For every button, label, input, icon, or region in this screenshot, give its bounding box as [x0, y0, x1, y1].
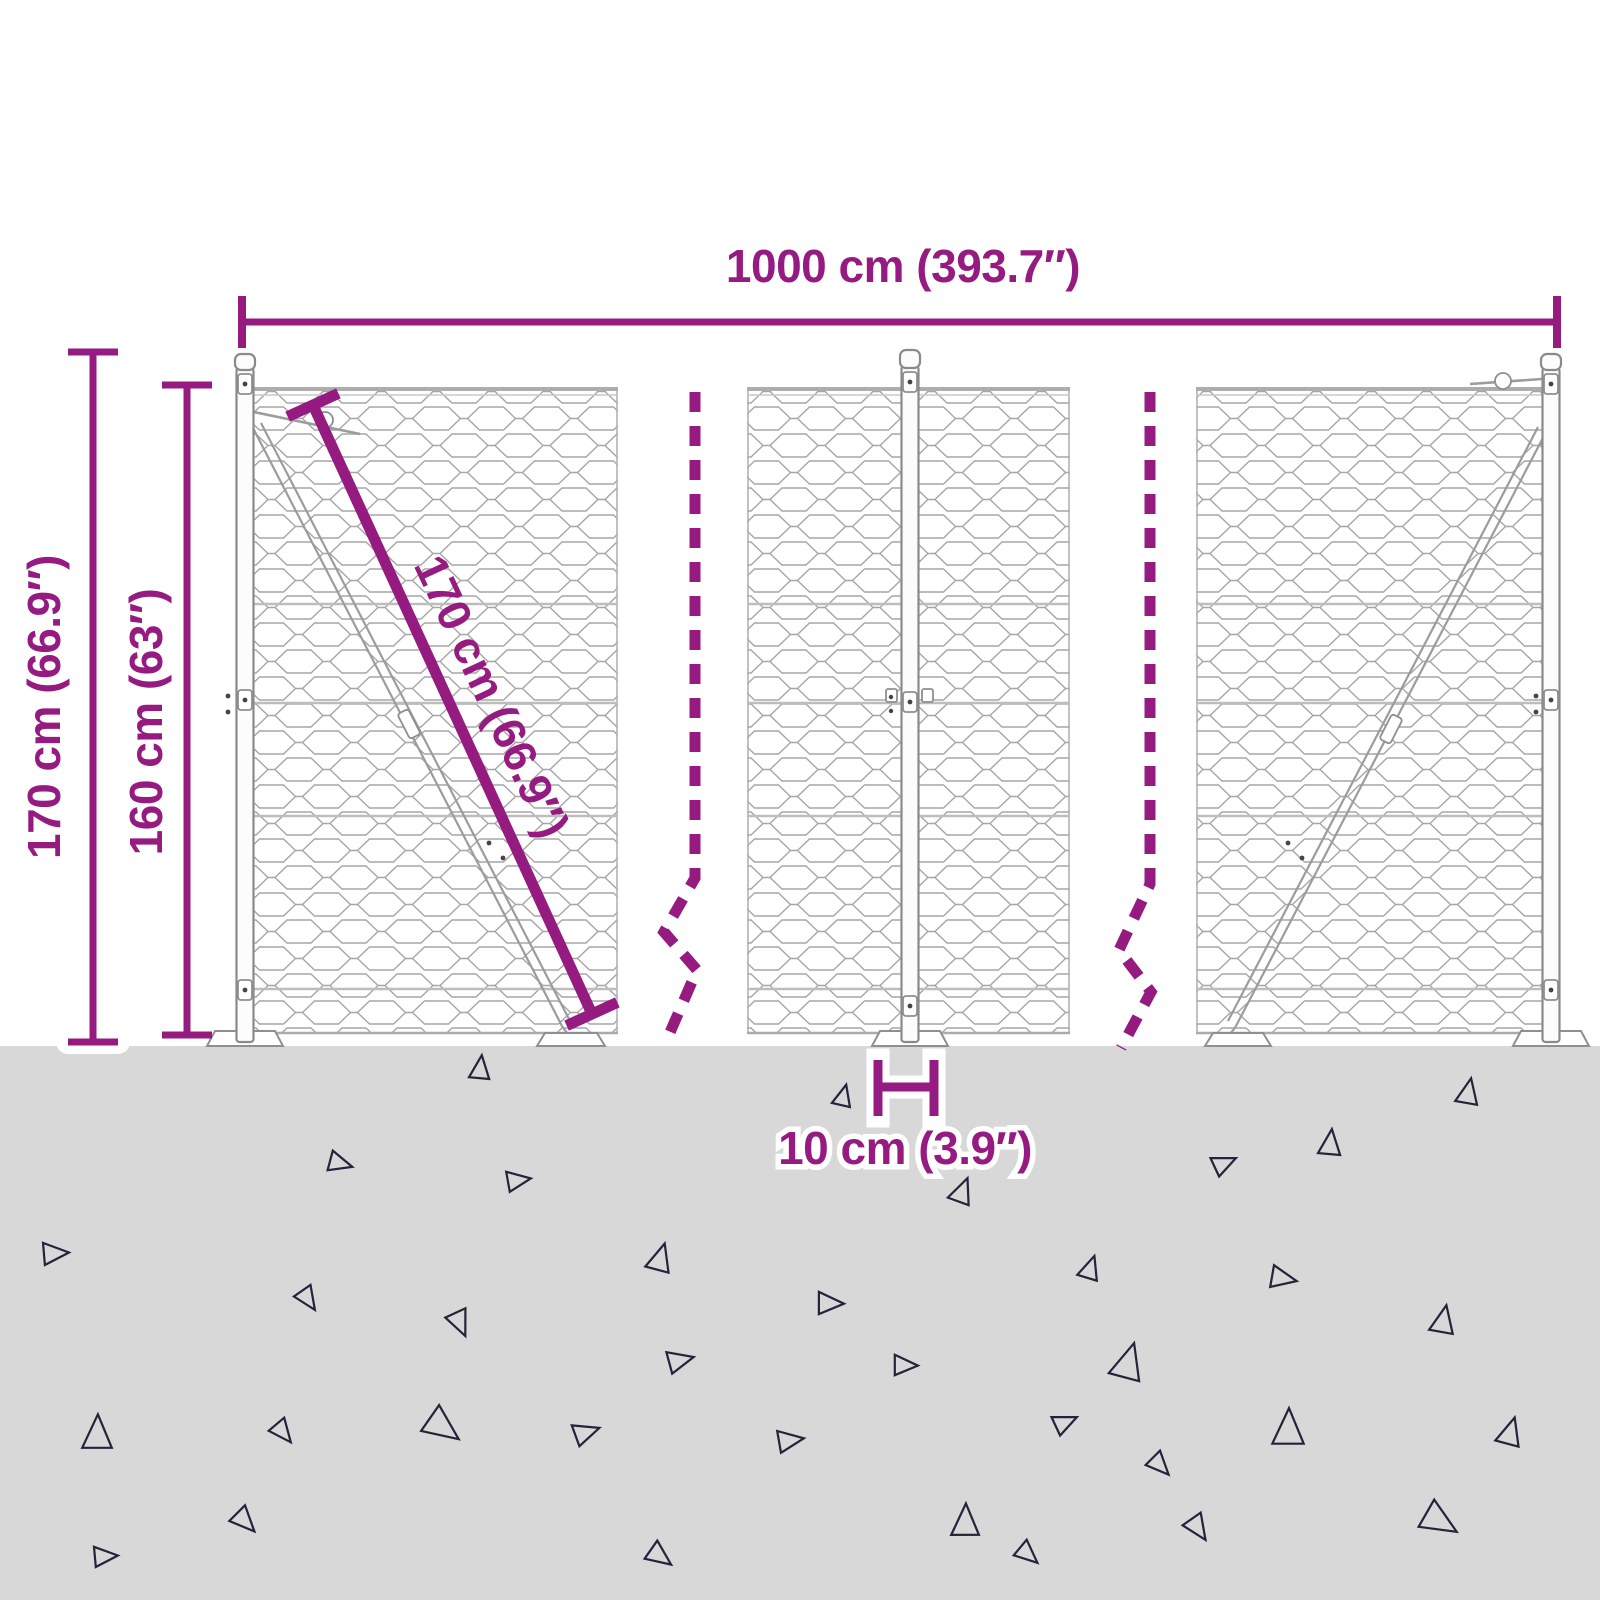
- ground-triangle: [1493, 1414, 1520, 1449]
- ground-triangle: [1316, 1126, 1342, 1157]
- ground-triangle: [1268, 1263, 1300, 1289]
- ground-triangle: [504, 1170, 534, 1194]
- ground-triangle: [1427, 1302, 1455, 1336]
- ground-triangle: [1453, 1075, 1479, 1107]
- ground-triangle: [1049, 1415, 1080, 1438]
- break-line-left: [657, 392, 704, 1047]
- post-offset-dimension-marker: [866, 1048, 946, 1128]
- ground-triangle: [817, 1290, 847, 1316]
- post-offset-label-outline: 10 cm (3.9″): [773, 1120, 1038, 1177]
- post-offset-dimension-label: 10 cm (3.9″) 10 cm (3.9″): [773, 1120, 1038, 1177]
- ground-triangle: [945, 1175, 970, 1207]
- ground-triangle: [80, 1411, 114, 1449]
- ground-triangle: [291, 1283, 317, 1313]
- ground-triangle: [664, 1350, 697, 1376]
- ground-triangle: [92, 1545, 121, 1569]
- ground-triangle: [949, 1500, 981, 1537]
- ground-triangle: [1075, 1253, 1099, 1283]
- ground-triangle: [227, 1503, 257, 1534]
- fence-post-right: [1511, 352, 1591, 1047]
- ground-triangle: [642, 1538, 674, 1567]
- fence-post-left: [205, 352, 285, 1047]
- diagonal-dimension-line: [285, 388, 620, 1031]
- post-offset-label-text: 10 cm (3.9″): [778, 1122, 1032, 1174]
- ground-triangle: [467, 1052, 491, 1081]
- ground-triangle: [1416, 1497, 1460, 1534]
- fence-post-middle: [870, 348, 950, 1047]
- ground-triangle: [1143, 1448, 1171, 1477]
- width-dimension-line: [238, 296, 1561, 348]
- diagonal-brace-right: [1203, 372, 1547, 1047]
- ground-triangle: [1208, 1156, 1239, 1179]
- ground-triangles: [41, 1052, 1520, 1569]
- ground-triangle: [41, 1241, 72, 1267]
- ground-triangle: [570, 1424, 602, 1449]
- ground-triangle: [1011, 1537, 1040, 1565]
- ground-triangle: [829, 1082, 852, 1109]
- ground-triangle: [1106, 1340, 1141, 1383]
- mesh-height-dimension-line: [162, 381, 212, 1039]
- ground-triangle: [266, 1415, 293, 1445]
- total-height-dimension-label: 170 cm (66.9″): [18, 555, 70, 859]
- ground-triangle: [775, 1429, 807, 1455]
- ground-triangle: [1270, 1405, 1306, 1445]
- ground-triangle: [1180, 1510, 1208, 1543]
- break-line-right: [1112, 392, 1158, 1051]
- ground-triangle: [643, 1240, 670, 1275]
- ground-triangle: [443, 1306, 467, 1339]
- ground-triangle: [893, 1353, 921, 1377]
- width-dimension-label: 1000 cm (393.7″): [725, 240, 1081, 292]
- ground-triangle: [419, 1403, 461, 1441]
- total-height-dimension-line: [56, 348, 130, 1054]
- ground: [0, 1046, 1600, 1600]
- mesh-panel-right: [1196, 387, 1545, 1035]
- mesh-height-dimension-label: 160 cm (63″): [120, 588, 172, 856]
- ground-triangle: [326, 1148, 355, 1172]
